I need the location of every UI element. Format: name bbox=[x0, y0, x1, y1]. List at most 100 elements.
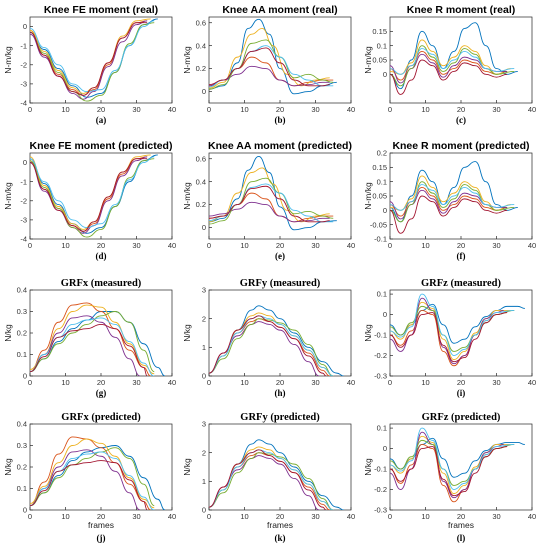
y-axis-label: N-m/kg bbox=[182, 182, 192, 210]
y-tick-label: -3 bbox=[20, 79, 27, 88]
panel-f: Knee R moment (predicted) 0 10 20 30 40 -0.1 -0… bbox=[363, 140, 536, 261]
panel-b: Knee AA moment (real) 0 10 20 30 40 0 0.2 0.4 0.6… bbox=[182, 4, 355, 125]
series-line-7 bbox=[390, 312, 508, 363]
x-tick-label: 30 bbox=[492, 105, 500, 114]
series-line-5 bbox=[30, 447, 155, 507]
y-tick-label: 0 bbox=[383, 70, 387, 79]
x-tick-label: 30 bbox=[311, 378, 319, 387]
y-tick-label: 0.2 bbox=[196, 200, 206, 209]
series-line-7 bbox=[209, 185, 330, 223]
y-tick-label: 3 bbox=[202, 286, 206, 295]
panel-d: Knee FE moment (predicted)0 10 20 30 400-1-2… bbox=[3, 140, 176, 261]
y-tick-label: 0 bbox=[383, 310, 387, 319]
panel-caption: (c) bbox=[456, 115, 466, 125]
y-tick-label: 0.15 bbox=[372, 27, 387, 36]
series-line-6 bbox=[390, 184, 515, 211]
x-tick-label: 40 bbox=[528, 241, 536, 250]
y-tick-label: -0.1 bbox=[374, 331, 387, 340]
x-tick-label: 0 bbox=[207, 241, 211, 250]
panel-caption: (a) bbox=[96, 115, 107, 125]
x-tick-label: 0 bbox=[28, 512, 32, 521]
series-line-6 bbox=[390, 427, 515, 490]
series-line-5 bbox=[30, 311, 155, 373]
axes-box bbox=[208, 423, 352, 511]
panel-caption: (b) bbox=[275, 115, 286, 125]
panel-caption: (j) bbox=[97, 533, 106, 543]
y-tick-label: 0.4 bbox=[17, 420, 27, 429]
chart-title: Knee R moment (predicted) bbox=[392, 140, 529, 152]
y-tick-label: 0 bbox=[383, 444, 387, 453]
axes-box bbox=[389, 423, 533, 511]
x-tick-label: 40 bbox=[168, 378, 176, 387]
y-tick-label: 0.2 bbox=[17, 329, 27, 338]
panel-caption: (h) bbox=[275, 388, 286, 398]
y-tick-label: 0.1 bbox=[377, 424, 387, 433]
axes-box bbox=[208, 289, 352, 377]
x-tick-label: 20 bbox=[276, 378, 284, 387]
x-tick-label: 0 bbox=[28, 105, 32, 114]
y-tick-label: -0.3 bbox=[374, 372, 387, 381]
x-tick-label: 30 bbox=[132, 378, 140, 387]
chart-title: Knee AA moment (real) bbox=[222, 4, 337, 16]
x-tick-label: 20 bbox=[97, 378, 105, 387]
x-tick-label: 30 bbox=[492, 378, 500, 387]
x-tick-label: 0 bbox=[388, 241, 392, 250]
x-tick-label: 10 bbox=[421, 512, 429, 521]
y-tick-label: -4 bbox=[20, 235, 27, 244]
series-line-6 bbox=[30, 20, 155, 92]
x-tick-label: 30 bbox=[132, 512, 140, 521]
y-axis-label: N-m/kg bbox=[3, 46, 13, 74]
y-tick-label: -0.3 bbox=[374, 506, 387, 515]
y-tick-label: 0.2 bbox=[377, 149, 387, 158]
y-axis-label: N-m/kg bbox=[363, 182, 373, 210]
y-tick-label: 0.1 bbox=[377, 41, 387, 50]
y-tick-label: 0.4 bbox=[17, 286, 27, 295]
panel-caption: (k) bbox=[275, 533, 286, 543]
series-line-1 bbox=[209, 155, 337, 231]
y-tick-label: 0.1 bbox=[377, 177, 387, 186]
y-axis-label: N/kg bbox=[182, 324, 192, 342]
y-axis-label: N/kg bbox=[363, 324, 373, 342]
x-tick-label: 0 bbox=[28, 241, 32, 250]
y-tick-label: -0.1 bbox=[374, 235, 387, 244]
panel-i: GRFz (measured) 0 10 20 30 40 -0.3 -0.2 -0.1 0 0.1… bbox=[363, 278, 536, 398]
x-tick-label: 20 bbox=[457, 378, 465, 387]
y-tick-label: 0.6 bbox=[196, 154, 206, 163]
x-tick-label: 40 bbox=[347, 105, 355, 114]
x-tick-label: 40 bbox=[528, 105, 536, 114]
y-axis-label: N/kg bbox=[182, 458, 192, 476]
series-line-3 bbox=[390, 175, 511, 211]
series-line-3 bbox=[30, 438, 155, 509]
y-tick-label: 0 bbox=[202, 372, 206, 381]
x-tick-label: 0 bbox=[207, 105, 211, 114]
y-tick-label: 0.15 bbox=[372, 163, 387, 172]
x-tick-label: 0 bbox=[207, 378, 211, 387]
panel-caption: (g) bbox=[96, 388, 107, 398]
panel-l: GRFz (predicted) 0 10 20 30 40 -0.3 -0.2 -0.1 0 0.… bbox=[363, 412, 536, 543]
x-axis-label: frames bbox=[448, 520, 474, 530]
series-line-6 bbox=[209, 315, 334, 376]
series-line-7 bbox=[209, 449, 327, 510]
x-tick-label: 10 bbox=[421, 378, 429, 387]
series-line-1 bbox=[209, 18, 337, 95]
x-tick-label: 10 bbox=[61, 512, 69, 521]
y-tick-label: 0.3 bbox=[17, 307, 27, 316]
series-line-7 bbox=[209, 47, 330, 87]
y-tick-label: -0.1 bbox=[374, 465, 387, 474]
y-tick-label: -3 bbox=[20, 215, 27, 224]
panel-e: Knee AA moment (predicted) 0 10 20 30 40 0 0.2 0… bbox=[182, 140, 355, 261]
y-axis-label: N-m/kg bbox=[3, 182, 13, 210]
panel-k: GRFy (predicted) 0 10 20 30 40 0 1 2 3 N/kg frames (… bbox=[182, 412, 355, 543]
y-tick-label: 1 bbox=[202, 477, 206, 486]
y-tick-label: 0 bbox=[23, 158, 27, 167]
panel-g: GRFx (measured) 0 10 20 30 40 0 0.1 0.2 0.3 0.4 N/k… bbox=[3, 278, 176, 398]
x-tick-label: 40 bbox=[168, 512, 176, 521]
y-tick-label: 2 bbox=[202, 314, 206, 323]
panel-c: Knee R moment (real) 0 10 20 30 40 0 0.05 0.1 0.1… bbox=[363, 4, 536, 125]
x-axis-label: frames bbox=[88, 520, 114, 530]
y-tick-label: 0 bbox=[23, 506, 27, 515]
y-tick-label: -1 bbox=[20, 41, 27, 50]
chart-title: Knee R moment (real) bbox=[407, 4, 516, 16]
x-tick-label: 40 bbox=[347, 241, 355, 250]
axes-box bbox=[389, 289, 533, 377]
